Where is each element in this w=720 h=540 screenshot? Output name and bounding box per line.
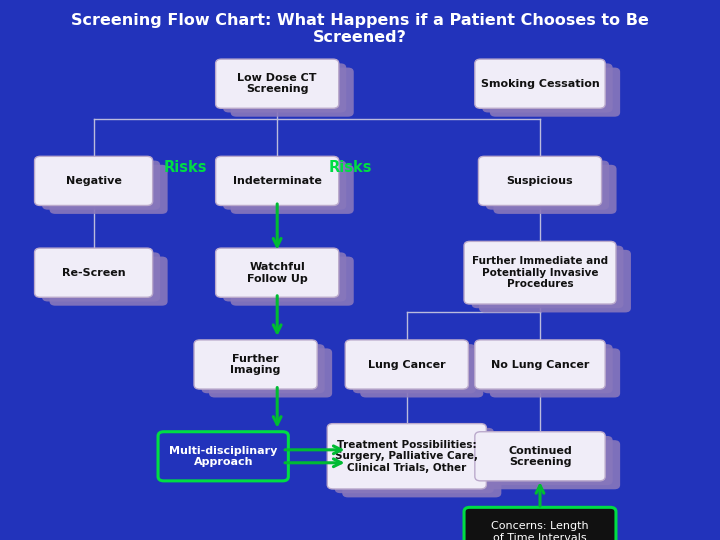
FancyBboxPatch shape xyxy=(42,252,160,301)
Text: Further
Imaging: Further Imaging xyxy=(230,354,281,375)
FancyBboxPatch shape xyxy=(490,348,620,397)
FancyBboxPatch shape xyxy=(482,344,613,393)
FancyBboxPatch shape xyxy=(493,165,616,214)
FancyBboxPatch shape xyxy=(475,59,605,108)
FancyBboxPatch shape xyxy=(223,252,346,301)
FancyBboxPatch shape xyxy=(475,432,605,481)
FancyBboxPatch shape xyxy=(342,432,501,497)
FancyBboxPatch shape xyxy=(216,59,339,108)
FancyBboxPatch shape xyxy=(223,63,346,112)
FancyBboxPatch shape xyxy=(490,68,620,117)
FancyBboxPatch shape xyxy=(35,248,153,297)
FancyBboxPatch shape xyxy=(216,157,339,205)
Text: Risks: Risks xyxy=(164,160,207,175)
FancyBboxPatch shape xyxy=(50,256,168,306)
Text: Screening Flow Chart: What Happens if a Patient Chooses to Be: Screening Flow Chart: What Happens if a … xyxy=(71,14,649,29)
FancyBboxPatch shape xyxy=(230,68,354,117)
FancyBboxPatch shape xyxy=(230,165,354,214)
FancyBboxPatch shape xyxy=(482,436,613,485)
FancyBboxPatch shape xyxy=(42,160,160,210)
FancyBboxPatch shape xyxy=(158,432,288,481)
Text: Continued
Screening: Continued Screening xyxy=(508,446,572,467)
FancyBboxPatch shape xyxy=(472,246,624,308)
FancyBboxPatch shape xyxy=(216,248,339,297)
FancyBboxPatch shape xyxy=(335,428,494,493)
FancyBboxPatch shape xyxy=(475,340,605,389)
FancyBboxPatch shape xyxy=(194,340,317,389)
Text: Treatment Possibilities:
Surgery, Palliative Care,
Clinical Trials, Other: Treatment Possibilities: Surgery, Pallia… xyxy=(336,440,478,473)
Text: Indeterminate: Indeterminate xyxy=(233,176,322,186)
FancyBboxPatch shape xyxy=(345,340,468,389)
FancyBboxPatch shape xyxy=(202,344,325,393)
FancyBboxPatch shape xyxy=(223,160,346,210)
FancyBboxPatch shape xyxy=(209,348,332,397)
Text: Multi-disciplinary
Approach: Multi-disciplinary Approach xyxy=(169,446,277,467)
FancyBboxPatch shape xyxy=(478,157,601,205)
FancyBboxPatch shape xyxy=(464,508,616,540)
Text: Re-Screen: Re-Screen xyxy=(62,268,125,278)
FancyBboxPatch shape xyxy=(35,157,153,205)
FancyBboxPatch shape xyxy=(479,250,631,313)
Text: No Lung Cancer: No Lung Cancer xyxy=(491,360,589,369)
FancyBboxPatch shape xyxy=(360,348,483,397)
Text: Low Dose CT
Screening: Low Dose CT Screening xyxy=(238,73,317,94)
Text: Suspicious: Suspicious xyxy=(507,176,573,186)
Text: Concerns: Length
of Time Intervals: Concerns: Length of Time Intervals xyxy=(491,521,589,540)
FancyBboxPatch shape xyxy=(482,63,613,112)
Text: Further Immediate and
Potentially Invasive
Procedures: Further Immediate and Potentially Invasi… xyxy=(472,256,608,289)
Text: Lung Cancer: Lung Cancer xyxy=(368,360,446,369)
FancyBboxPatch shape xyxy=(490,440,620,489)
FancyBboxPatch shape xyxy=(486,160,609,210)
Text: Negative: Negative xyxy=(66,176,122,186)
Text: Watchful
Follow Up: Watchful Follow Up xyxy=(247,262,307,284)
FancyBboxPatch shape xyxy=(230,256,354,306)
FancyBboxPatch shape xyxy=(464,241,616,304)
FancyBboxPatch shape xyxy=(327,423,487,489)
Text: Risks: Risks xyxy=(329,160,372,175)
Text: Screened?: Screened? xyxy=(313,30,407,45)
Text: Smoking Cessation: Smoking Cessation xyxy=(481,79,599,89)
FancyBboxPatch shape xyxy=(50,165,168,214)
FancyBboxPatch shape xyxy=(353,344,476,393)
